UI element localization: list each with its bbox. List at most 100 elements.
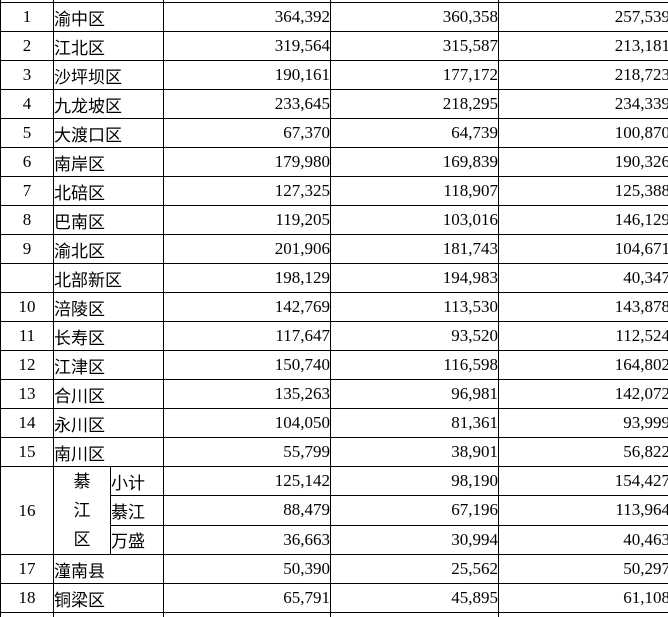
row-number-cell[interactable]: 7 bbox=[0, 176, 54, 206]
row-number-cell[interactable]: 16 bbox=[0, 466, 54, 555]
value-cell[interactable]: 116,598 bbox=[330, 350, 499, 380]
value-cell[interactable]: 100,870 bbox=[498, 118, 668, 148]
value-cell[interactable]: 38,901 bbox=[330, 437, 499, 467]
value-cell[interactable]: 67,370 bbox=[163, 118, 331, 148]
value-cell[interactable]: 55,799 bbox=[163, 437, 331, 467]
value-cell[interactable]: 194,983 bbox=[330, 263, 499, 293]
value-cell[interactable]: 40,347 bbox=[498, 263, 668, 293]
value-cell[interactable]: 98,190 bbox=[330, 465, 499, 497]
district-subname-cell[interactable]: 万盛 bbox=[110, 524, 164, 556]
value-cell[interactable]: 64,739 bbox=[330, 118, 499, 148]
row-number-cell[interactable]: 1 bbox=[0, 2, 54, 32]
value-cell[interactable]: 201,906 bbox=[163, 234, 331, 264]
value-cell[interactable]: 234,339 bbox=[498, 89, 668, 119]
value-cell[interactable]: 118,907 bbox=[330, 176, 499, 206]
value-cell[interactable]: 56,822 bbox=[498, 437, 668, 467]
value-cell[interactable]: 67,196 bbox=[330, 495, 499, 526]
district-name-cell[interactable]: 巴南区 bbox=[53, 205, 164, 235]
district-name-cell[interactable]: 九龙坡区 bbox=[53, 89, 164, 119]
district-name-cell[interactable]: 涪陵区 bbox=[53, 292, 164, 322]
district-subname-cell[interactable]: 綦江 bbox=[110, 495, 164, 526]
value-cell[interactable]: 112,524 bbox=[498, 321, 668, 351]
value-cell[interactable]: 25,562 bbox=[330, 554, 499, 584]
district-name-cell[interactable]: 南川区 bbox=[53, 437, 164, 467]
district-name-cell[interactable]: 长寿区 bbox=[53, 321, 164, 351]
district-subname-cell[interactable]: 小计 bbox=[110, 465, 164, 497]
district-name-cell[interactable]: 大渡口区 bbox=[53, 118, 164, 148]
value-cell[interactable]: 164,802 bbox=[498, 350, 668, 380]
value-cell[interactable]: 36,663 bbox=[163, 524, 331, 556]
row-number-cell[interactable]: 6 bbox=[0, 147, 54, 177]
value-cell[interactable]: 127,325 bbox=[163, 176, 331, 206]
row-number-cell[interactable]: 5 bbox=[0, 118, 54, 148]
value-cell[interactable]: 113,530 bbox=[330, 292, 499, 322]
value-cell[interactable]: 218,723 bbox=[498, 60, 668, 90]
value-cell[interactable]: 179,980 bbox=[163, 147, 331, 177]
value-cell[interactable]: 154,427 bbox=[498, 465, 668, 497]
value-cell[interactable]: 257,539 bbox=[498, 2, 668, 32]
district-name-cell[interactable]: 渝中区 bbox=[53, 2, 164, 32]
value-cell[interactable]: 50,297 bbox=[498, 554, 668, 584]
row-number-cell[interactable]: 10 bbox=[0, 292, 54, 322]
value-cell[interactable]: 181,743 bbox=[330, 234, 499, 264]
value-cell[interactable]: 81,361 bbox=[330, 408, 499, 438]
value-cell[interactable]: 125,388 bbox=[498, 176, 668, 206]
value-cell[interactable]: 103,016 bbox=[330, 205, 499, 235]
value-cell[interactable]: 113,964 bbox=[498, 495, 668, 526]
value-cell[interactable]: 142,769 bbox=[163, 292, 331, 322]
district-name-cell[interactable]: 铜梁区 bbox=[53, 583, 164, 613]
value-cell[interactable]: 198,129 bbox=[163, 263, 331, 293]
value-cell[interactable]: 104,671 bbox=[498, 234, 668, 264]
value-cell[interactable]: 190,326 bbox=[498, 147, 668, 177]
row-number-cell[interactable] bbox=[0, 263, 54, 293]
value-cell[interactable]: 177,172 bbox=[330, 60, 499, 90]
row-number-cell[interactable]: 8 bbox=[0, 205, 54, 235]
row-number-cell[interactable]: 9 bbox=[0, 234, 54, 264]
value-cell[interactable]: 218,295 bbox=[330, 89, 499, 119]
value-cell[interactable]: 146,129 bbox=[498, 205, 668, 235]
value-cell[interactable]: 50,390 bbox=[163, 554, 331, 584]
district-name-cell[interactable]: 江北区 bbox=[53, 31, 164, 61]
value-cell[interactable]: 135,263 bbox=[163, 379, 331, 409]
value-cell[interactable]: 213,181 bbox=[498, 31, 668, 61]
row-number-cell[interactable]: 2 bbox=[0, 31, 54, 61]
value-cell[interactable]: 119,205 bbox=[163, 205, 331, 235]
district-name-cell[interactable]: 江津区 bbox=[53, 350, 164, 380]
value-cell[interactable]: 104,050 bbox=[163, 408, 331, 438]
value-cell[interactable]: 125,142 bbox=[163, 465, 331, 497]
value-cell[interactable]: 364,392 bbox=[163, 2, 331, 32]
district-name-cell[interactable]: 潼南县 bbox=[53, 554, 164, 584]
value-cell[interactable]: 40,463 bbox=[498, 524, 668, 556]
district-name-cell[interactable]: 渝北区 bbox=[53, 234, 164, 264]
value-cell[interactable]: 88,479 bbox=[163, 495, 331, 526]
value-cell[interactable]: 190,161 bbox=[163, 60, 331, 90]
row-number-cell[interactable]: 15 bbox=[0, 437, 54, 467]
value-cell[interactable]: 169,839 bbox=[330, 147, 499, 177]
row-number-cell[interactable]: 13 bbox=[0, 379, 54, 409]
row-number-cell[interactable]: 14 bbox=[0, 408, 54, 438]
district-name-cell[interactable]: 永川区 bbox=[53, 408, 164, 438]
value-cell[interactable]: 150,740 bbox=[163, 350, 331, 380]
value-cell[interactable]: 315,587 bbox=[330, 31, 499, 61]
value-cell[interactable]: 61,108 bbox=[498, 583, 668, 613]
district-name-cell[interactable]: 沙坪坝区 bbox=[53, 60, 164, 90]
value-cell[interactable]: 65,791 bbox=[163, 583, 331, 613]
value-cell[interactable]: 319,564 bbox=[163, 31, 331, 61]
row-number-cell[interactable]: 12 bbox=[0, 350, 54, 380]
district-name-cell[interactable]: 南岸区 bbox=[53, 147, 164, 177]
row-number-cell[interactable]: 4 bbox=[0, 89, 54, 119]
value-cell[interactable]: 96,981 bbox=[330, 379, 499, 409]
value-cell[interactable]: 45,895 bbox=[330, 583, 499, 613]
value-cell[interactable]: 93,999 bbox=[498, 408, 668, 438]
district-name-cell[interactable]: 北碚区 bbox=[53, 176, 164, 206]
district-name-cell[interactable]: 北部新区 bbox=[53, 263, 164, 293]
row-number-cell[interactable]: 11 bbox=[0, 321, 54, 351]
value-cell[interactable]: 30,994 bbox=[330, 524, 499, 556]
row-number-cell[interactable]: 3 bbox=[0, 60, 54, 90]
value-cell[interactable]: 93,520 bbox=[330, 321, 499, 351]
value-cell[interactable]: 117,647 bbox=[163, 321, 331, 351]
district-name-cell[interactable]: 合川区 bbox=[53, 379, 164, 409]
row-number-cell[interactable]: 18 bbox=[0, 583, 54, 613]
value-cell[interactable]: 142,072 bbox=[498, 379, 668, 409]
value-cell[interactable]: 233,645 bbox=[163, 89, 331, 119]
